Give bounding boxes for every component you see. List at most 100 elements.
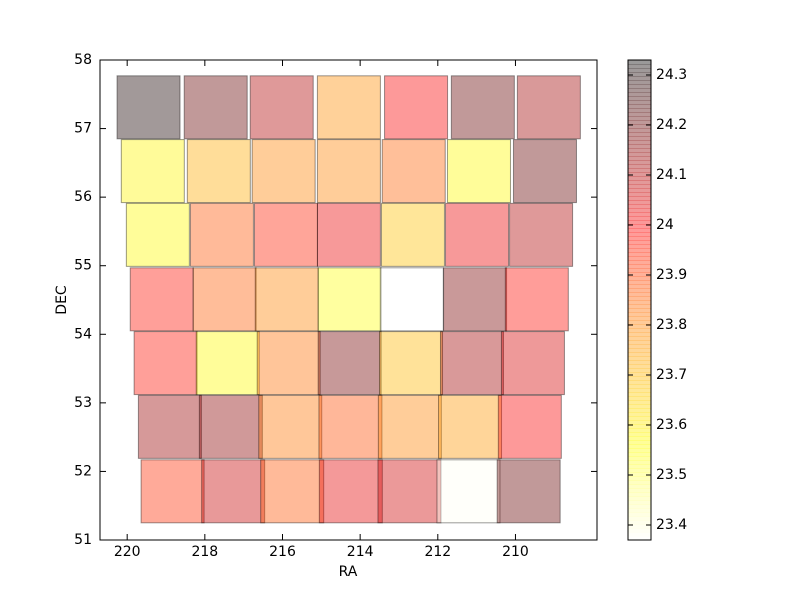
- colorbar-segment: [628, 132, 651, 137]
- colorbar-segment: [628, 348, 651, 353]
- y-tick-label: 58: [74, 52, 92, 68]
- colorbar-segment: [628, 296, 651, 301]
- colorbar-segment: [628, 472, 651, 477]
- x-tick-label: 212: [424, 544, 451, 560]
- colorbar-segment: [628, 108, 651, 113]
- colorbar-segment: [628, 156, 651, 161]
- tile: [116, 75, 181, 140]
- colorbar-segment: [628, 276, 651, 281]
- colorbar-segment: [628, 528, 651, 533]
- tile: [497, 394, 562, 459]
- colorbar-segment: [628, 76, 651, 81]
- colorbar-segment: [628, 136, 651, 141]
- colorbar-segment: [628, 240, 651, 245]
- tile: [318, 459, 383, 524]
- colorbar-segment: [628, 356, 651, 361]
- tile: [198, 394, 263, 459]
- colorbar-segment: [628, 60, 651, 65]
- colorbar-segment: [628, 228, 651, 233]
- colorbar-segment: [628, 188, 651, 193]
- tile: [183, 75, 248, 140]
- x-tick-label: 220: [114, 544, 141, 560]
- colorbar-segment: [628, 236, 651, 241]
- colorbar-segment: [628, 264, 651, 269]
- tile: [140, 459, 205, 524]
- y-tick-label: 51: [74, 532, 92, 548]
- tile: [439, 331, 504, 396]
- colorbar-segment: [628, 484, 651, 489]
- y-tick-label: 57: [74, 121, 92, 137]
- colorbar-segment: [628, 524, 651, 529]
- tile: [446, 139, 511, 204]
- colorbar-segment: [628, 372, 651, 377]
- colorbar-segment: [628, 464, 651, 469]
- colorbar-segment: [628, 352, 651, 357]
- tile: [137, 394, 202, 459]
- tile: [379, 331, 444, 396]
- colorbar-segment: [628, 256, 651, 261]
- tile: [377, 394, 442, 459]
- colorbar-segment: [628, 444, 651, 449]
- y-tick-label: 53: [74, 395, 92, 411]
- colorbar-segment: [628, 288, 651, 293]
- tile: [129, 267, 194, 332]
- colorbar-segment: [628, 324, 651, 329]
- colorbar-tick-label: 24.1: [656, 167, 687, 183]
- tile: [500, 331, 565, 396]
- colorbar-segment: [628, 176, 651, 181]
- tile: [120, 139, 185, 204]
- tile: [316, 202, 381, 267]
- colorbar-segment: [628, 252, 651, 257]
- colorbar-segment: [628, 432, 651, 437]
- tile: [316, 75, 381, 140]
- colorbar-segment: [628, 168, 651, 173]
- colorbar-segment: [628, 180, 651, 185]
- colorbar-segment: [628, 304, 651, 309]
- colorbar-segment: [628, 460, 651, 465]
- colorbar-segment: [628, 316, 651, 321]
- colorbar-segment: [628, 216, 651, 221]
- colorbar-segment: [628, 488, 651, 493]
- tile: [317, 331, 382, 396]
- colorbar-segment: [628, 408, 651, 413]
- colorbar-segment: [628, 364, 651, 369]
- colorbar-segment: [628, 468, 651, 473]
- colorbar-segment: [628, 192, 651, 197]
- colorbar-segment: [628, 204, 651, 209]
- axes: 220 218 216 214 212 210 51 52 53 54 55 56 57 58 23.4 23…: [74, 52, 687, 560]
- colorbar-segment: [628, 452, 651, 457]
- colorbar-segment: [628, 84, 651, 89]
- colorbar-tick-label: 23.5: [656, 467, 687, 483]
- tile: [504, 267, 569, 332]
- colorbar-segment: [628, 536, 651, 541]
- colorbar-segment: [628, 116, 651, 121]
- colorbar-tick-label: 23.7: [656, 367, 687, 383]
- colorbar-segment: [628, 232, 651, 237]
- tile: [509, 202, 574, 267]
- colorbar-segment: [628, 184, 651, 189]
- y-tick-label: 55: [74, 258, 92, 274]
- tile: [125, 202, 190, 267]
- colorbar-segment: [628, 88, 651, 93]
- colorbar-segment: [628, 520, 651, 525]
- colorbar-segment: [628, 436, 651, 441]
- colorbar-segment: [628, 68, 651, 73]
- colorbar-segment: [628, 300, 651, 305]
- tile: [512, 139, 577, 204]
- tile: [249, 75, 314, 140]
- colorbar-segment: [628, 476, 651, 481]
- colorbar-segment: [628, 128, 651, 133]
- colorbar-segment: [628, 92, 651, 97]
- tile: [254, 267, 319, 332]
- colorbar-tick-label: 23.4: [656, 517, 687, 533]
- colorbar-tick-label: 23.8: [656, 317, 687, 333]
- y-tick-label: 52: [74, 463, 92, 479]
- colorbar-tick-label: 24.2: [656, 117, 687, 133]
- colorbar-segment: [628, 360, 651, 365]
- colorbar-segment: [628, 368, 651, 373]
- tile: [443, 267, 508, 332]
- colorbar-segment: [628, 260, 651, 265]
- colorbar-segment: [628, 332, 651, 337]
- x-tick-label: 214: [347, 544, 374, 560]
- colorbar-tick-label: 24: [656, 217, 674, 233]
